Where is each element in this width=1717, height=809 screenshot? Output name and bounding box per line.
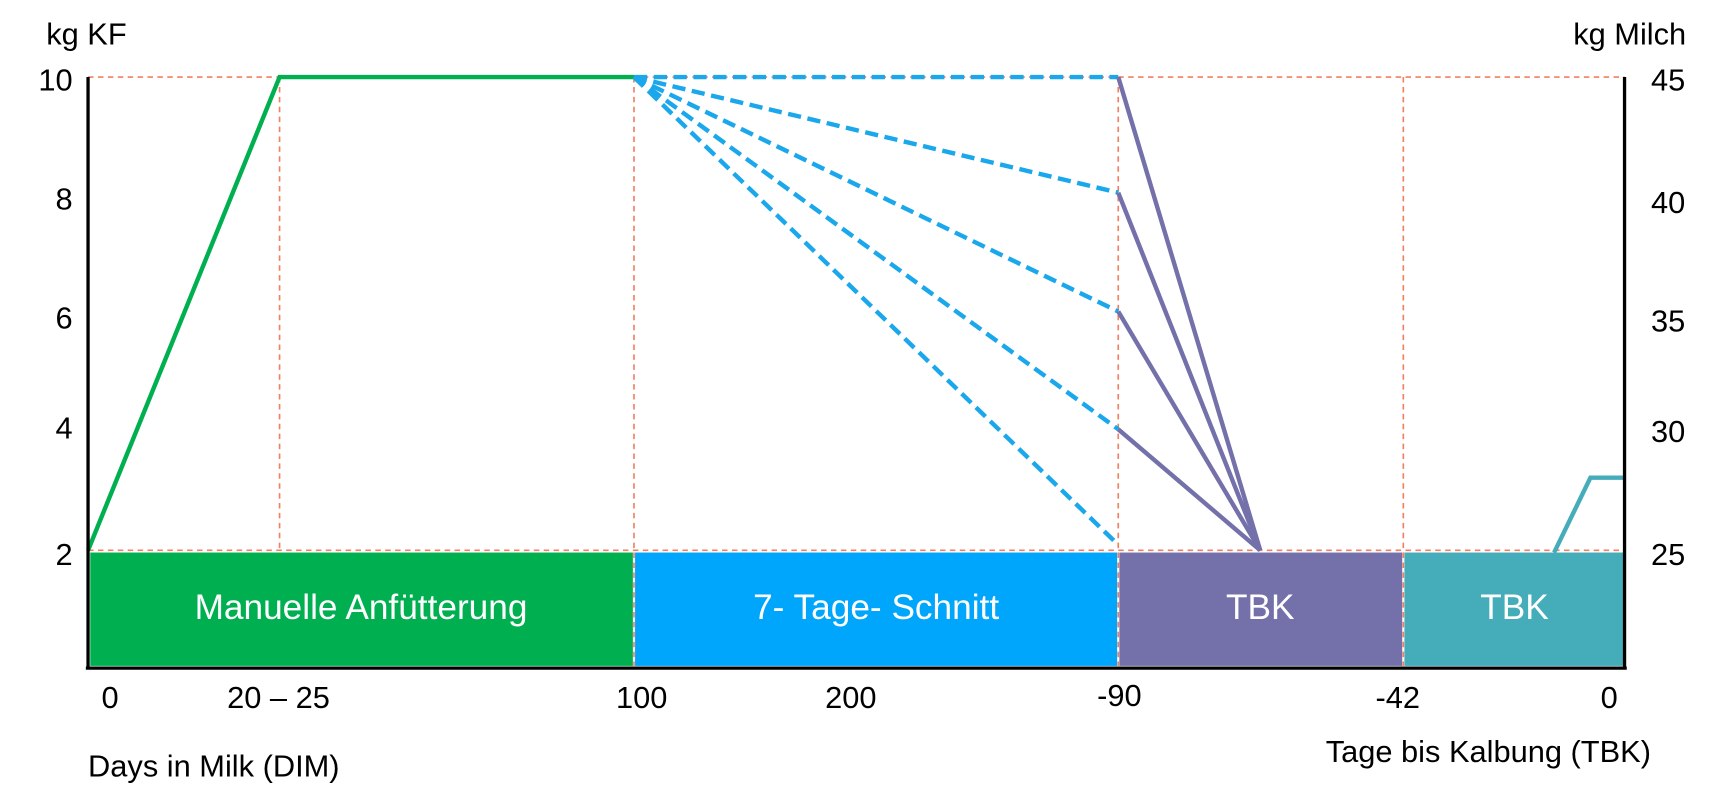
y-right-tick: 30 [1651,414,1685,449]
phase-bar [1119,552,1403,666]
x-title-right: Tage bis Kalbung (TBK) [1326,734,1651,769]
x-tick: 0 [1601,680,1618,715]
y-left-tick: 4 [56,411,73,446]
purple-lines [1116,76,1263,553]
y-right-title: kg Milch [1573,16,1686,51]
x-tick: -90 [1097,678,1142,713]
y-right-tick: 45 [1651,63,1685,98]
phase-label: Manuelle Anfütterung [195,588,528,627]
phase-label: TBK [1226,588,1295,627]
y-left-tick: 10 [38,63,72,98]
y-left-tick: 2 [56,537,73,572]
phase-bar [1404,552,1625,666]
y-left-tick: 8 [56,182,73,217]
x-tick: 200 [825,680,876,715]
teal-line [1552,475,1625,554]
x-tick: -42 [1376,680,1421,715]
blue-dashed-lines [632,74,1120,547]
x-tick: 20 – 25 [227,680,330,715]
y-left-tick: 6 [56,300,73,335]
phase-label: 7- Tage- Schnitt [753,588,999,627]
y-left-title: kg KF [46,16,126,51]
axes [85,77,1627,670]
y-right-tick: 40 [1651,185,1685,220]
green-line [86,74,634,552]
x-tick: 100 [616,680,667,715]
phase-label: TBK [1480,588,1549,627]
y-right-tick: 25 [1651,537,1685,572]
y-right-tick: 35 [1651,304,1685,339]
phase-bar [90,552,633,666]
x-title-left: Days in Milk (DIM) [88,748,340,783]
phase-bar [635,552,1118,666]
x-tick: 0 [101,680,118,715]
